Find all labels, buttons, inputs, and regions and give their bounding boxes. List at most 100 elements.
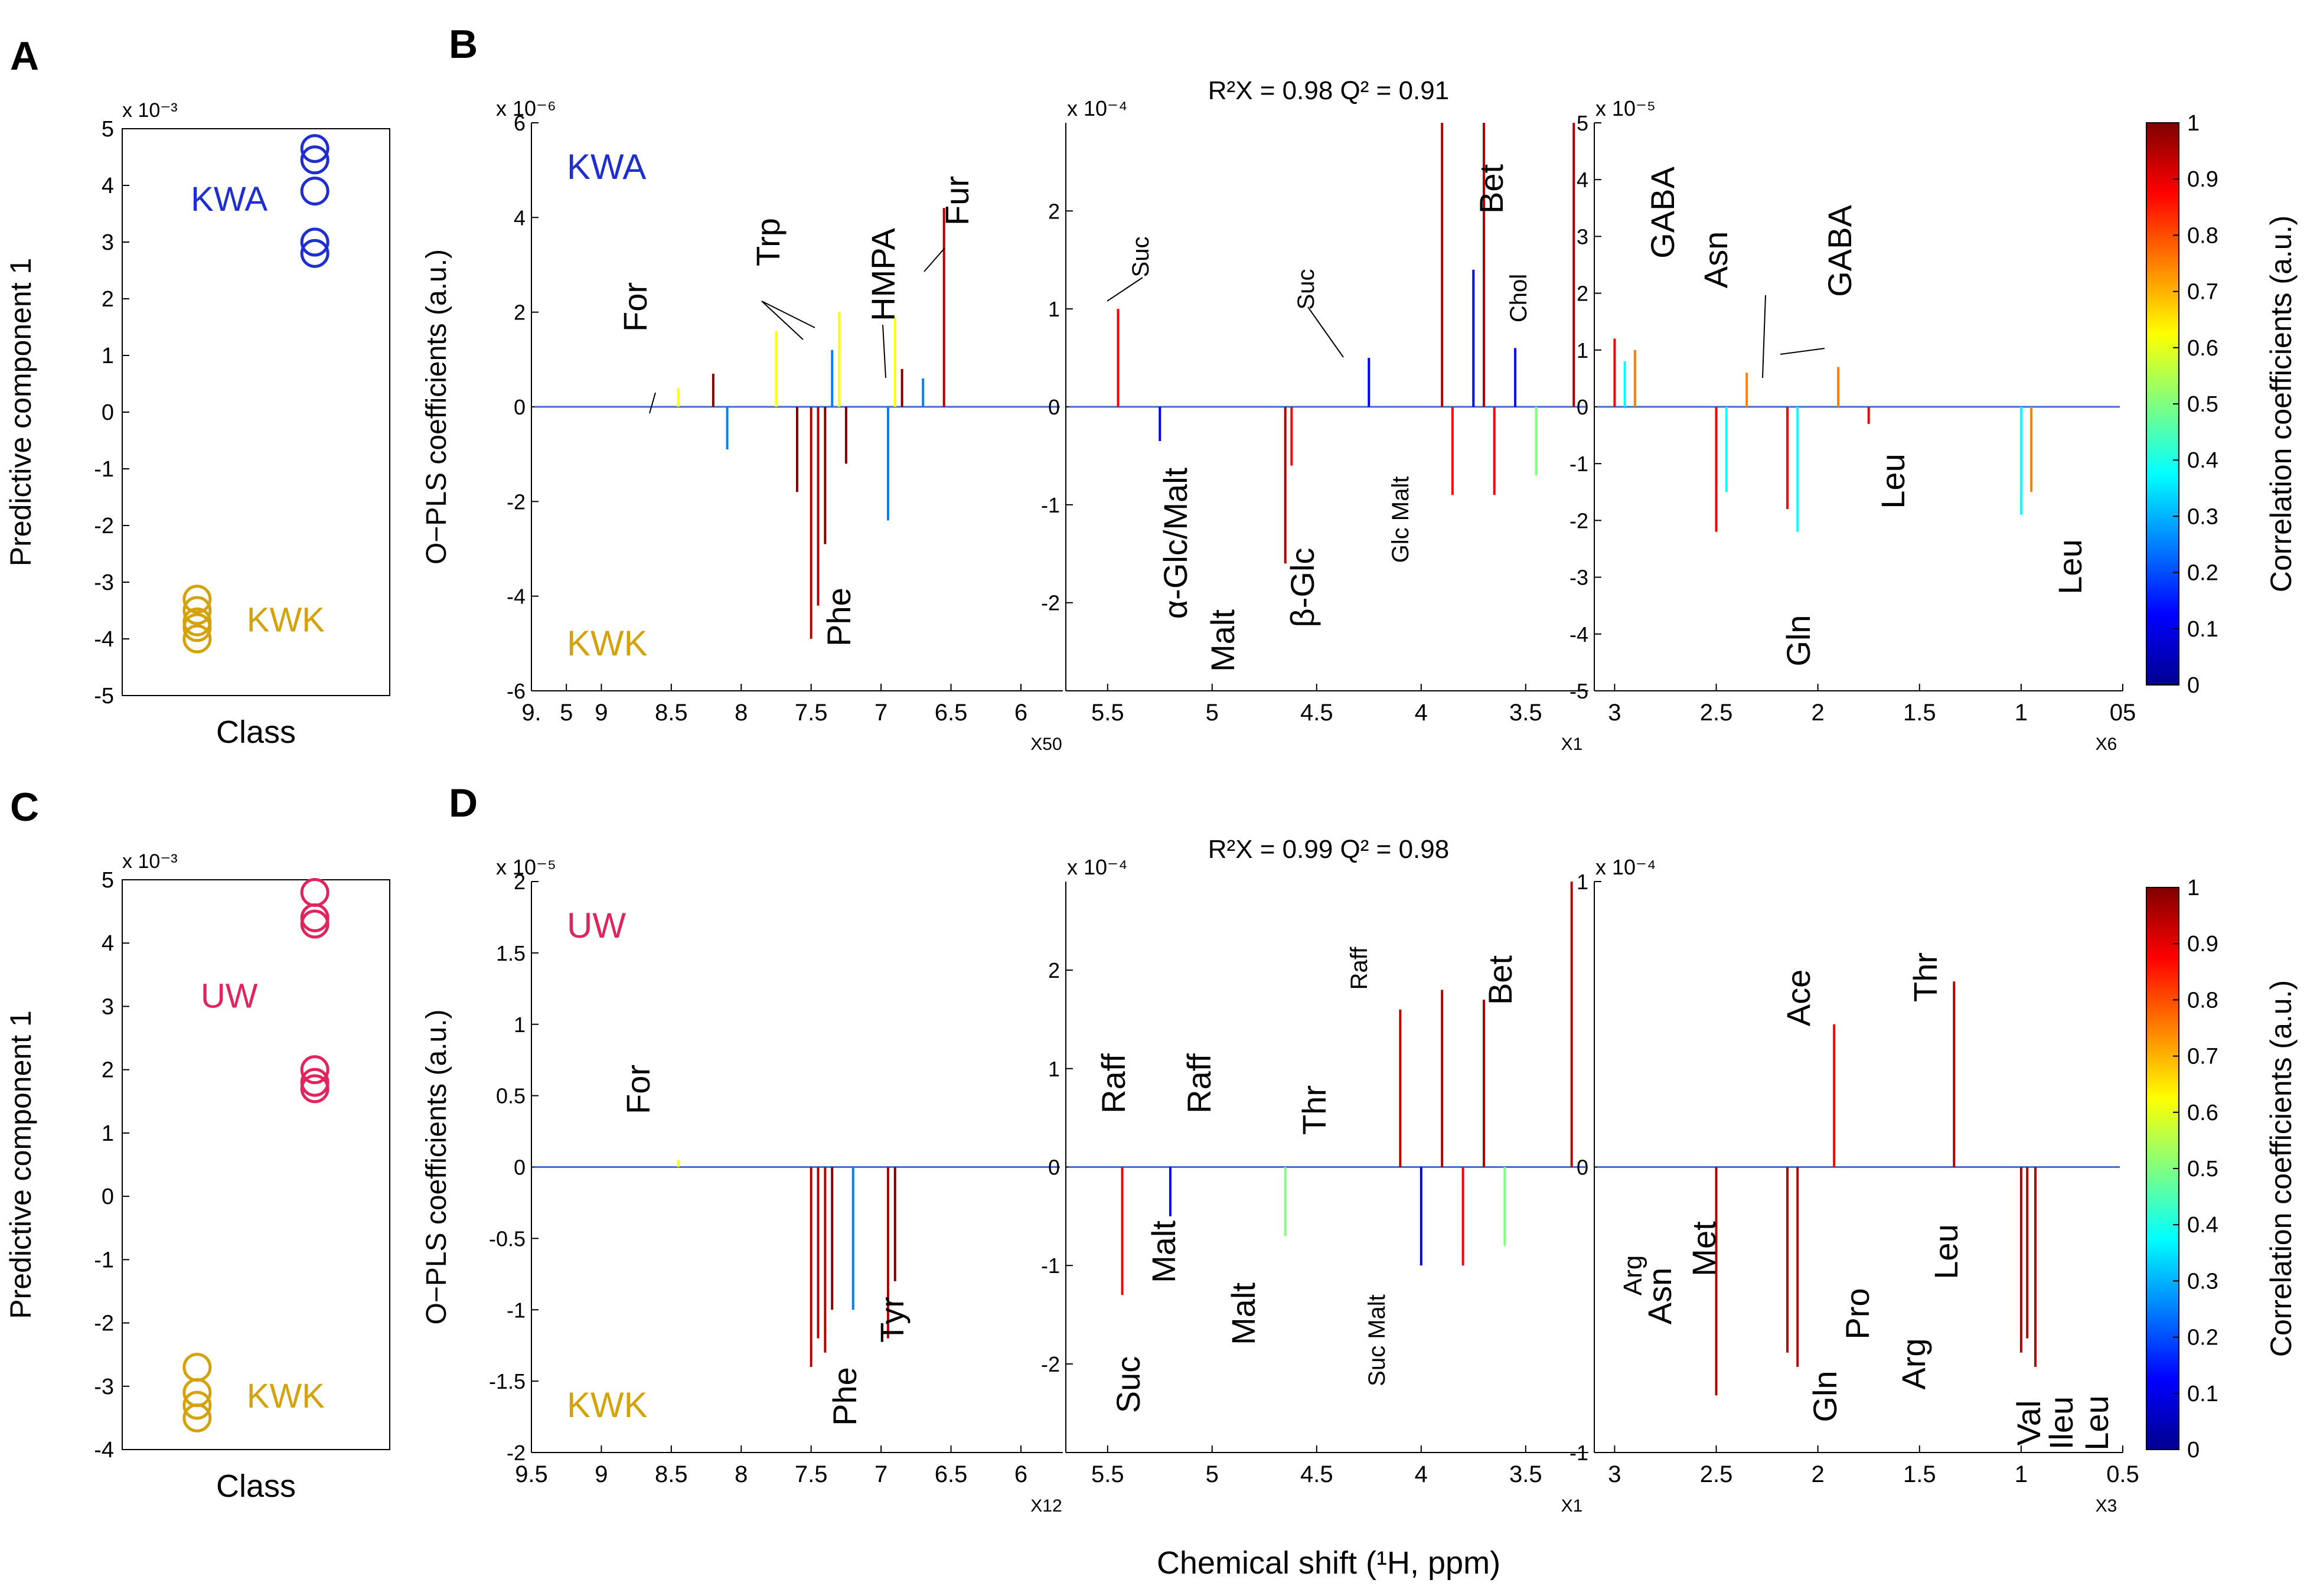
peak-label: Arg: [1895, 1338, 1932, 1389]
axis-scale: x 10⁻³: [122, 850, 178, 873]
y-tick-label: -1: [1569, 452, 1588, 476]
leader-line: [649, 392, 656, 414]
data-point: [300, 145, 329, 175]
peak-label: For: [619, 1065, 657, 1114]
y-tick-label: 0: [1577, 1156, 1588, 1180]
peak-label: Malt: [1225, 1282, 1262, 1345]
x-tick-label: 2: [1812, 700, 1825, 726]
peak-label: Suc Malt: [1364, 1294, 1390, 1386]
x-tick-label: 5: [1206, 1461, 1219, 1487]
y-tick-label: 1: [1577, 870, 1588, 894]
colorbar-tick-label: 0.2: [2187, 1326, 2218, 1350]
data-point: [182, 1391, 212, 1420]
peak-label: Chol: [1506, 274, 1532, 322]
magnification-label: X50: [1030, 735, 1062, 754]
x-tick-label: 9.: [521, 700, 541, 726]
y-tick-label: 2: [514, 301, 526, 325]
y-tick-label: 4: [102, 174, 114, 198]
y-tick-label: 0: [1048, 1156, 1060, 1180]
y-tick-label: 1: [102, 344, 114, 368]
x-tick-label: 6.5: [935, 1461, 968, 1487]
plot-frame: [122, 879, 390, 1450]
peak-label: Leu: [1927, 1224, 1965, 1279]
y-tick-label: -1: [1041, 493, 1060, 517]
y-tick-label: 1.5: [496, 941, 526, 965]
x-axis-label: Chemical shift (¹H, ppm): [1157, 1545, 1500, 1581]
x-tick-label: 6.5: [935, 700, 968, 726]
x-tick-label: 1: [2015, 700, 2028, 726]
y-tick-label: -1: [507, 1298, 526, 1322]
colorbar-tick-label: 0.5: [2187, 392, 2218, 417]
y-tick-label: -5: [1569, 679, 1588, 703]
y-tick-label: -4: [94, 1438, 114, 1463]
colorbar-tick-label: 0.3: [2187, 1269, 2218, 1294]
y-axis-label: O−PLS coefficients (a.u.): [421, 1009, 452, 1324]
y-tick-label: -5: [94, 684, 114, 709]
x-tick-label: 3.5: [1509, 700, 1542, 726]
group-label-bottom: KWK: [567, 1385, 648, 1425]
y-axis-label: Predictive component 1: [4, 1010, 37, 1319]
group-label-top: UW: [567, 906, 626, 945]
peak-label: For: [616, 282, 654, 332]
peak-label: Trp: [749, 218, 787, 266]
y-tick-label: -0.5: [489, 1226, 526, 1251]
leader-line: [1762, 295, 1766, 378]
x-tick-label: 8.5: [655, 700, 688, 726]
y-tick-label: 0: [102, 400, 114, 425]
y-tick-label: 2: [102, 287, 114, 312]
data-point: [300, 134, 329, 164]
data-point: [300, 177, 329, 206]
x-tick-label: 9: [595, 700, 608, 726]
leader-line: [1307, 306, 1344, 358]
leader-line: [1107, 277, 1143, 302]
y-tick-label: -1.5: [489, 1369, 526, 1393]
axis-scale: x 10⁻⁵: [496, 855, 556, 879]
colorbar-label: Correlation coefficients (a.u.): [2264, 216, 2298, 592]
y-tick-label: 3: [102, 230, 114, 255]
peak-label: GABA: [1821, 205, 1858, 297]
colorbar-tick-label: 0.6: [2187, 1101, 2218, 1125]
peak-label: GABA: [1644, 167, 1681, 259]
peak-label: Asn: [1641, 1268, 1678, 1325]
x-tick-label: 9.5: [515, 1461, 548, 1487]
colorbar-tick-label: 0.6: [2187, 336, 2218, 361]
colorbar-tick-label: 0.9: [2187, 167, 2218, 192]
axis-scale: x 10⁻⁵: [1595, 96, 1656, 120]
colorbar-tick-label: 0.4: [2187, 1213, 2218, 1238]
peak-label: Phe: [826, 1367, 863, 1426]
group-label: KWK: [247, 600, 325, 639]
panel-letter: C: [10, 785, 39, 830]
y-tick-label: -1: [94, 457, 114, 482]
x-tick-label: 7.5: [795, 700, 828, 726]
axis-scale: x 10⁻⁴: [1595, 855, 1656, 879]
peak-label: Malt: [1145, 1220, 1182, 1283]
y-tick-label: 1: [1048, 297, 1060, 321]
x-tick-label: 4: [1415, 1461, 1428, 1487]
x-tick-label: 8: [735, 1461, 748, 1487]
data-point: [300, 877, 329, 907]
group-label-bottom: KWK: [567, 624, 648, 663]
y-tick-label: 0: [514, 1156, 526, 1180]
y-tick-label: 1: [1048, 1057, 1060, 1081]
y-tick-label: 6: [514, 111, 526, 135]
peak-label: β-Glc: [1284, 548, 1321, 628]
panel-letter: B: [449, 22, 478, 67]
x-tick-label: 7.5: [795, 1461, 828, 1487]
x-axis-label: Class: [216, 1468, 296, 1504]
x-tick-label: 6: [1014, 1461, 1027, 1487]
data-point: [182, 613, 212, 642]
y-tick-label: 4: [514, 205, 526, 230]
peak-label: Arg: [1619, 1255, 1647, 1295]
y-tick-label: 3: [102, 994, 114, 1019]
y-tick-label: -2: [1041, 591, 1060, 615]
y-tick-label: -3: [94, 570, 114, 595]
peak-label: Raff: [1095, 1053, 1132, 1114]
peak-label: Leu: [2078, 1395, 2115, 1450]
data-point: [182, 596, 212, 625]
x-tick-label: 4.5: [1300, 1461, 1333, 1487]
magnification-label: X1: [1561, 735, 1583, 754]
panel-letter: A: [10, 34, 39, 79]
peak-label: Bet: [1473, 164, 1510, 214]
y-tick-label: 1: [102, 1121, 114, 1146]
